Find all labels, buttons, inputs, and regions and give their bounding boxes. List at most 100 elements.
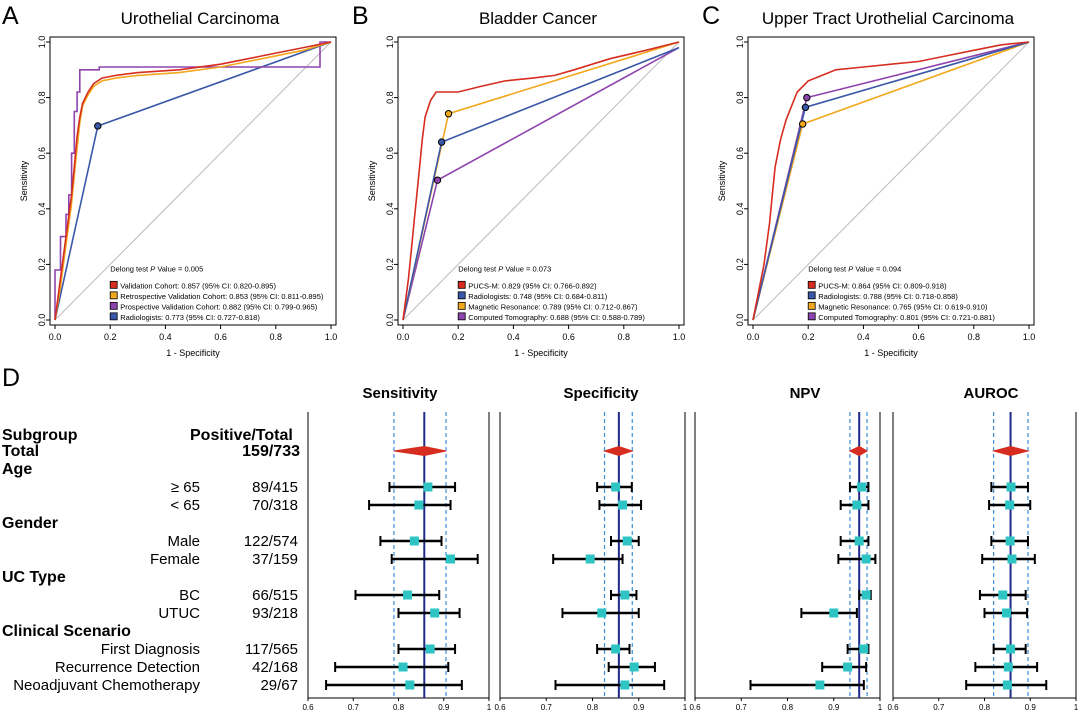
point-estimate [1002, 680, 1012, 690]
plot-frame [397, 36, 685, 326]
x-tick-label: 0.7 [933, 703, 945, 712]
x-tick-label: 0.4 [159, 332, 172, 342]
legend-entry: PUCS-M: 0.829 (95% CI: 0.766-0.892) [468, 281, 597, 290]
point-estimate [414, 500, 424, 510]
delong-p: P [848, 264, 853, 273]
point-estimate [611, 644, 621, 654]
plot-frame [747, 36, 1035, 326]
total-diamond [991, 445, 1030, 457]
reference-diagonal [402, 41, 680, 321]
y-tick-label: 0.2 [385, 258, 395, 271]
point-estimate [403, 590, 413, 600]
x-tick-label: 0.9 [633, 703, 645, 712]
row-value: 122/574 [244, 533, 298, 550]
roc-curve-0 [402, 41, 680, 321]
forest-plot: Subgroup Positive/Total Total 159/733 Age ≥… [2, 385, 1079, 712]
row-label: UTUC [158, 605, 200, 622]
point-estimate [585, 554, 595, 564]
legend-swatch [109, 312, 118, 321]
y-tick-label: 1.0 [385, 36, 395, 49]
point-estimate [854, 536, 864, 546]
x-tick-label: 1 [487, 703, 492, 712]
row-label-category: Gender [2, 515, 58, 532]
roc-panel-utuc: 0.00.0 0.2 0.2 0.4 0.4 0.6 0.6 0.8 0.8 1.0 1.0 1 - … [717, 9, 1035, 358]
x-axis-label: 1 - Specificity [514, 348, 568, 358]
row-label-category: Clinical Scenario [2, 623, 131, 640]
row-label: < 65 [170, 497, 200, 514]
x-tick-label: 0.9 [438, 703, 450, 712]
roc-curve-1 [402, 46, 680, 321]
point-estimate [409, 536, 419, 546]
forest-panel-3: AUROC 0.6 0.7 0.8 0.9 1 [887, 385, 1078, 712]
x-tick-label: 0.6 [494, 703, 506, 712]
legend-swatch [109, 291, 118, 300]
legend-swatch [109, 301, 118, 310]
panel-letter-d: D [2, 364, 20, 392]
y-tick-label: 0.0 [37, 314, 47, 327]
roc-panel-urothelial: 0.00.0 0.2 0.2 0.4 0.4 0.6 0.6 0.8 0.8 1.0 1.0 1 - … [19, 9, 337, 358]
row-label-category: Age [2, 461, 32, 478]
legend-swatch [457, 301, 466, 310]
row-label: ≥ 65 [171, 479, 200, 496]
x-tick-label: 0.2 [802, 332, 815, 342]
chart-title: Urothelial Carcinoma [121, 9, 280, 28]
delong-p: P [150, 264, 155, 273]
delong-suffix: Value = 0.073 [503, 264, 551, 273]
row-value: 29/67 [260, 677, 298, 694]
point-estimate [1001, 608, 1011, 618]
legend-swatch [457, 312, 466, 321]
x-tick-label: 1 [683, 703, 688, 712]
forest-panel-2: NPV 0.6 0.7 0.8 0.9 1 [689, 385, 882, 712]
point-estimate [815, 680, 825, 690]
panel-letter-a: A [2, 2, 19, 30]
x-tick-label: 0.6 [562, 332, 575, 342]
point-estimate [620, 680, 630, 690]
x-tick-label: 0.6 [912, 332, 925, 342]
point-estimate [620, 590, 630, 600]
row-value: 42/168 [252, 659, 298, 676]
panel-letter-b: B [352, 2, 369, 30]
legend-entry: Validation Cohort: 0.857 (95% CI: 0.820-… [120, 281, 276, 290]
roc-curve-3 [402, 46, 680, 321]
row-value: 66/515 [252, 587, 298, 604]
roc-curve-0 [752, 41, 1030, 321]
forest-header-positive: Positive/Total [190, 427, 293, 444]
point-estimate [425, 644, 435, 654]
point-estimate [843, 662, 853, 672]
point-estimate [1006, 482, 1016, 492]
point-estimate [852, 500, 862, 510]
reference-diagonal [752, 41, 1030, 321]
total-diamond [602, 445, 634, 457]
x-tick-label: 0.8 [618, 332, 631, 342]
point-estimate [622, 536, 632, 546]
y-tick-label: 0.8 [735, 91, 745, 104]
legend-swatch [807, 280, 816, 289]
forest-frame [892, 412, 1077, 699]
y-tick-label: 1.0 [735, 36, 745, 49]
x-tick-label: 1.0 [1023, 332, 1036, 342]
legend-entry: Magnetic Resonance: 0.765 (95% CI: 0.619… [818, 302, 988, 311]
x-tick-label: 0.0 [49, 332, 62, 342]
x-tick-label: 0.6 [302, 703, 314, 712]
legend-swatch [457, 291, 466, 300]
x-tick-label: 0.7 [348, 703, 360, 712]
point-estimate [405, 680, 415, 690]
roc-curve-2 [54, 41, 331, 320]
point-estimate [857, 482, 866, 492]
forest-panel-title: NPV [790, 385, 821, 402]
legend-entry: Computed Tomography: 0.801 (95% CI: 0.72… [818, 313, 995, 322]
delong-suffix: Value = 0.005 [155, 264, 203, 273]
row-value: 89/415 [252, 479, 298, 496]
x-tick-label: 0.6 [689, 703, 701, 712]
operating-point-marker [94, 122, 102, 130]
point-estimate [618, 500, 628, 510]
row-label-total: Total [2, 443, 39, 460]
x-tick-label: 1.0 [325, 332, 338, 342]
x-tick-label: 0.7 [541, 703, 553, 712]
delong-suffix: Value = 0.094 [853, 264, 901, 273]
point-estimate [1007, 554, 1017, 564]
forest-panel-1: Specificity 0.6 0.7 0.8 0.9 1 [494, 385, 687, 712]
forest-panels: Sensitivity 0.6 0.7 0.8 0.9 1 Specificity 0.6 0.… [302, 385, 1078, 712]
y-axis-label: Sensitivity [19, 160, 29, 201]
